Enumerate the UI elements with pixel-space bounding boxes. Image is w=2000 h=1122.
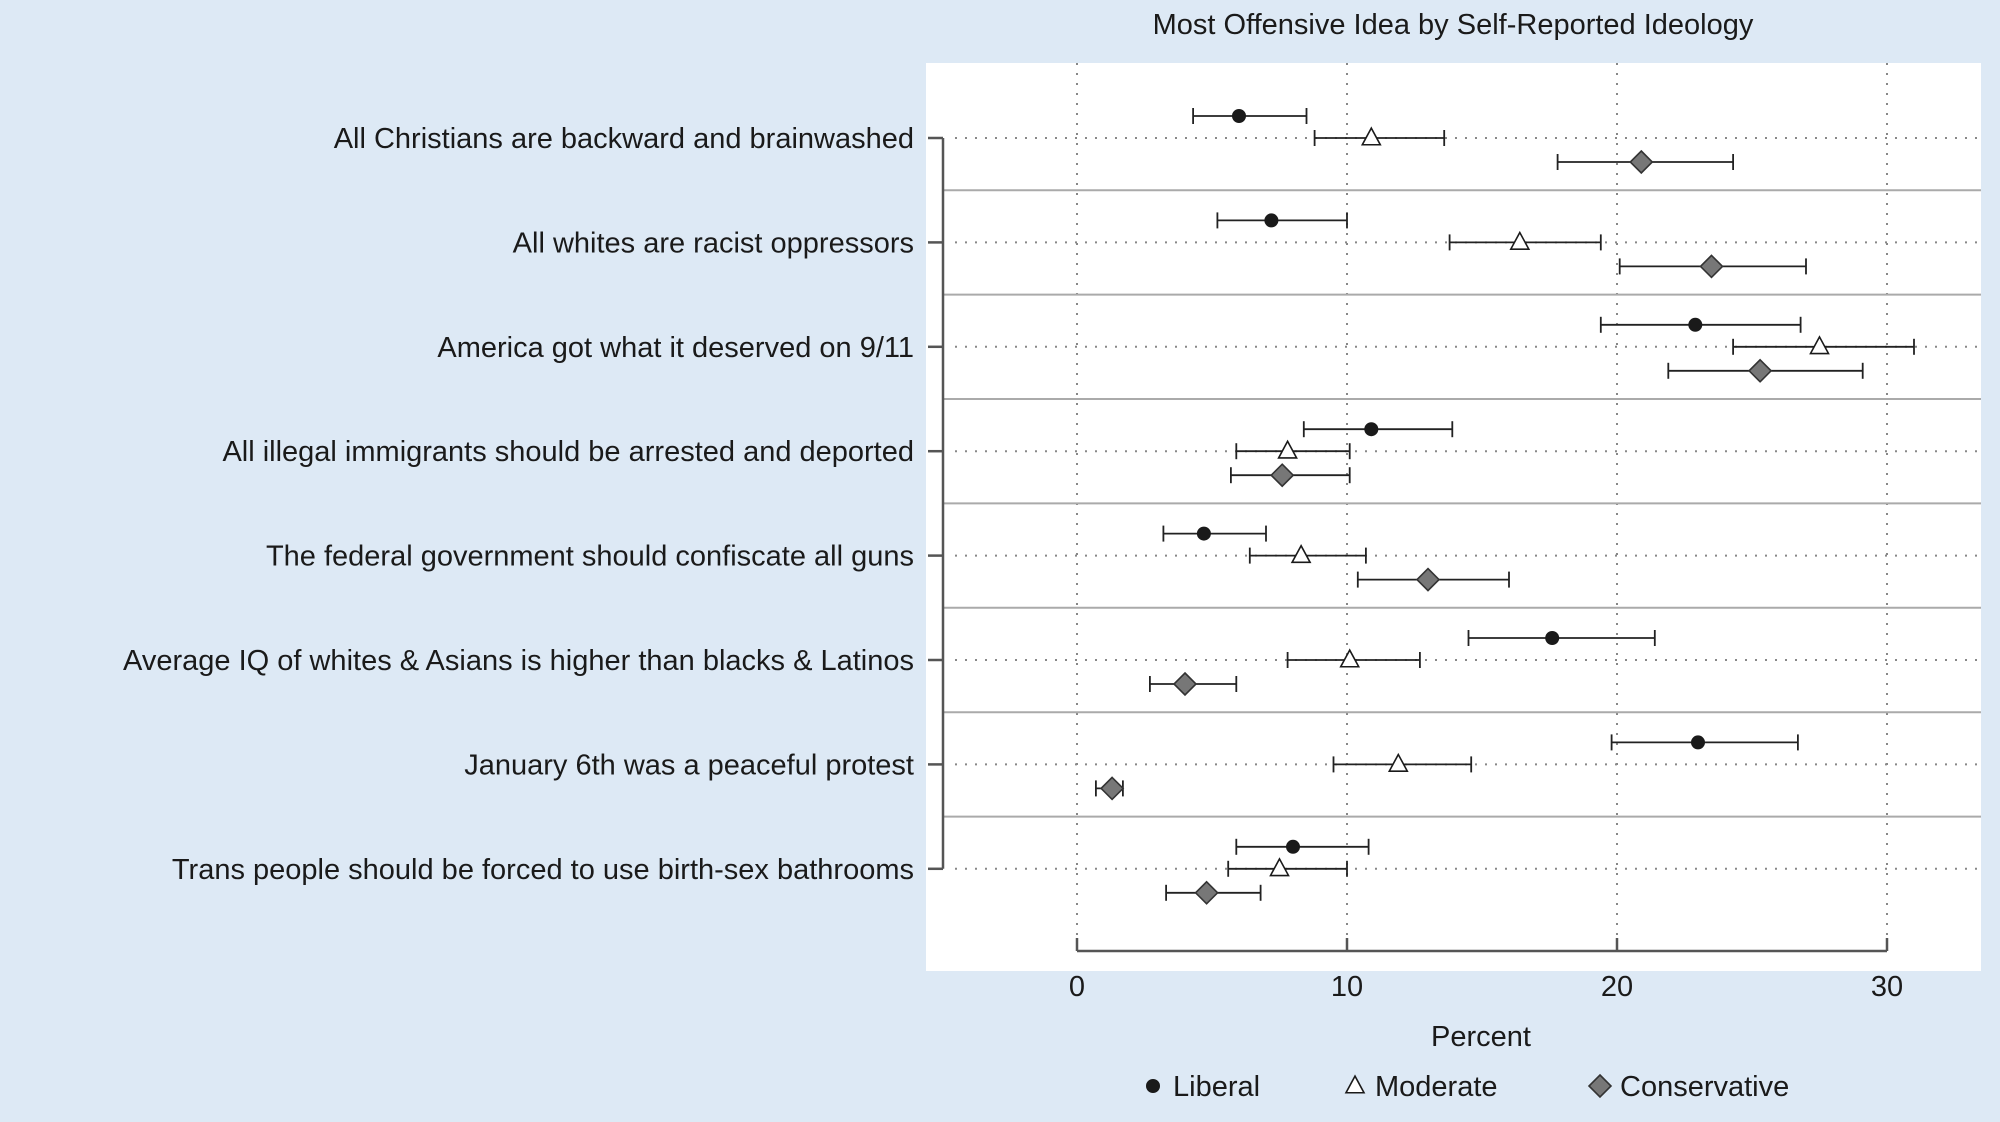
moderate-point [1269, 857, 1290, 877]
moderate-point [1809, 335, 1830, 355]
x-tick-label: 0 [1069, 971, 1085, 1003]
x-tick-label: 30 [1871, 971, 1903, 1003]
plot-area [926, 63, 1981, 971]
legend-item-conservative: Conservative [1587, 1071, 1789, 1103]
x-tick-label: 20 [1601, 971, 1633, 1003]
conservative-point [1699, 254, 1724, 279]
y-tick-label: All illegal immigrants should be arreste… [222, 436, 914, 468]
legend-item-liberal: Liberal [1146, 1071, 1260, 1103]
legend-marker-liberal [1146, 1079, 1160, 1093]
y-tick-label: America got what it deserved on 9/11 [437, 332, 914, 364]
moderate-point [1277, 439, 1298, 459]
conservative-point [1172, 671, 1198, 697]
x-tick-label: 10 [1331, 971, 1363, 1003]
legend-label-moderate: Moderate [1375, 1071, 1498, 1103]
conservative-point [1194, 880, 1219, 905]
liberal-point [1196, 526, 1211, 541]
liberal-point [1688, 317, 1703, 332]
y-tick-label: The federal government should confiscate… [266, 541, 914, 573]
conservative-point [1099, 776, 1125, 801]
liberal-point [1364, 422, 1379, 437]
marks-layer [1095, 108, 1915, 905]
y-tick-label: Average IQ of whites & Asians is higher … [123, 645, 914, 677]
y-tick-label: All Christians are backward and brainwas… [334, 123, 914, 155]
axis-layer: All Christians are backward and brainwas… [123, 123, 1903, 1003]
conservative-point [1270, 463, 1295, 488]
x-axis-label: Percent [1431, 1021, 1531, 1053]
legend-item-moderate: Moderate [1344, 1071, 1498, 1103]
liberal-point [1545, 631, 1560, 645]
conservative-point [1629, 149, 1654, 175]
chart-title: Most Offensive Idea by Self-Reported Ide… [1153, 9, 1754, 41]
legend-marker-conservative [1587, 1073, 1613, 1099]
moderate-point [1290, 544, 1312, 564]
liberal-point [1286, 839, 1300, 854]
legend-label-liberal: Liberal [1173, 1071, 1260, 1103]
legend-marker-moderate [1344, 1074, 1366, 1094]
grid-layer [943, 63, 1981, 951]
moderate-point [1387, 752, 1409, 772]
liberal-point [1691, 735, 1705, 750]
moderate-point [1339, 648, 1361, 668]
moderate-point [1360, 126, 1382, 146]
liberal-point [1264, 213, 1279, 228]
liberal-point [1232, 109, 1246, 123]
moderate-point [1509, 230, 1531, 250]
conservative-point [1415, 567, 1441, 592]
y-tick-label: All whites are racist oppressors [513, 227, 914, 259]
legend: Liberal Moderate Conservative [1146, 1071, 1789, 1103]
y-tick-label: Trans people should be forced to use bir… [172, 854, 914, 886]
legend-label-conservative: Conservative [1620, 1071, 1789, 1103]
conservative-point [1747, 358, 1773, 383]
y-tick-label: January 6th was a peaceful protest [464, 749, 914, 781]
